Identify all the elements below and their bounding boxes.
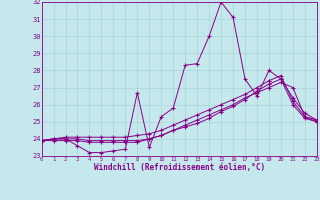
- X-axis label: Windchill (Refroidissement éolien,°C): Windchill (Refroidissement éolien,°C): [94, 163, 265, 172]
